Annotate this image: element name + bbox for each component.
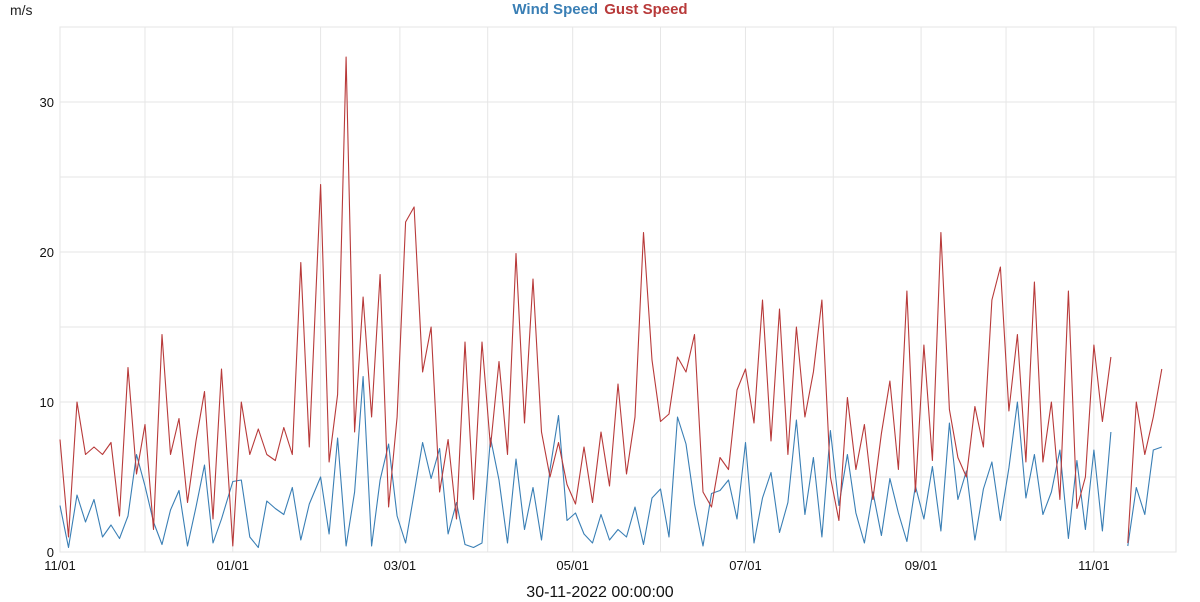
x-tick-label: 01/01 bbox=[217, 558, 250, 573]
x-tick-label: 09/01 bbox=[905, 558, 938, 573]
x-axis-title: 30-11-2022 00:00:00 bbox=[526, 584, 674, 601]
series-line-gust-speed bbox=[59, 56, 1163, 547]
legend-item-wind-speed: Wind Speed bbox=[512, 1, 599, 18]
x-tick-label: 05/01 bbox=[556, 558, 589, 573]
y-tick-label: 20 bbox=[40, 245, 54, 260]
legend-item-gust-speed: Gust Speed bbox=[604, 1, 688, 18]
y-axis-unit-label: m/s bbox=[10, 2, 33, 18]
y-tick-label: 30 bbox=[40, 95, 54, 110]
x-tick-label: 07/01 bbox=[729, 558, 762, 573]
plot-area bbox=[59, 26, 1177, 553]
chart-legend: Wind Speed Gust Speed bbox=[0, 1, 1200, 18]
x-tick-label: 11/01 bbox=[1078, 558, 1110, 573]
y-tick-label: 10 bbox=[40, 395, 54, 410]
y-tick-label: 0 bbox=[47, 545, 54, 560]
x-tick-label: 11/01 bbox=[44, 558, 76, 573]
x-tick-label: 03/01 bbox=[384, 558, 417, 573]
